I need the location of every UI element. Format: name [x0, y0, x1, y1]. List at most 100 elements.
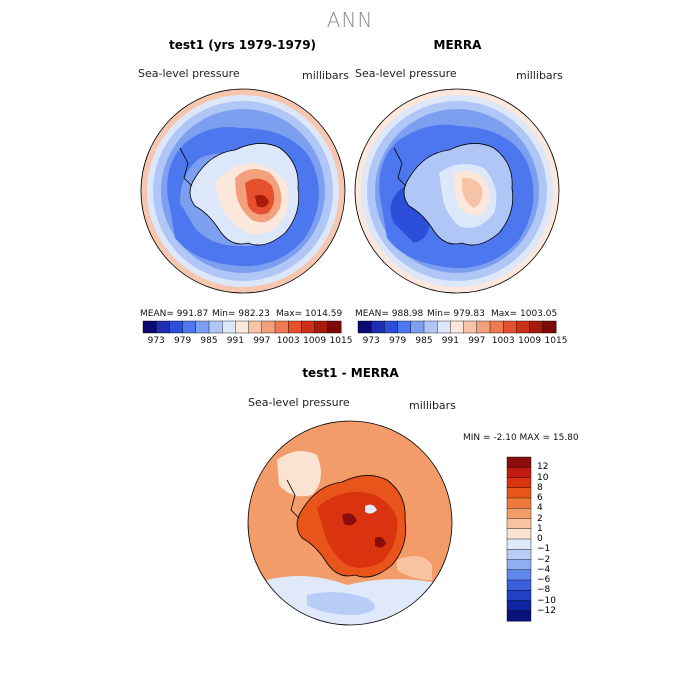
colorbar-tick-label: 1009: [303, 336, 327, 346]
colorbar-swatch: [506, 456, 532, 468]
panel1-title: test1 (yrs 1979-1979): [168, 38, 317, 52]
panel2-colorbar-ticks: 973 979 985 991 997 1003 1009 1015: [358, 336, 568, 348]
colorbar-swatch: [384, 320, 399, 334]
colorbar-swatch: [314, 320, 329, 334]
panel1-min: Min= 982.23: [212, 309, 270, 319]
panel1-units-label: millibars: [302, 69, 349, 82]
panel1-variable-label: Sea-level pressure: [138, 67, 240, 80]
colorbar-swatch: [410, 320, 425, 334]
colorbar-swatch: [506, 549, 532, 561]
colorbar-tick-label: 6: [537, 493, 543, 503]
colorbar-swatch: [542, 320, 557, 334]
colorbar-swatch: [155, 320, 170, 334]
colorbar-swatch: [506, 528, 532, 540]
colorbar-tick-label: 1015: [544, 336, 568, 346]
colorbar-tick-label: 973: [147, 336, 165, 346]
panel3-minmax: MIN = -2.10 MAX = 15.80: [463, 433, 579, 443]
colorbar-tick-label: −8: [537, 585, 551, 596]
panel1-colorbar: [142, 320, 342, 334]
colorbar-swatch: [357, 320, 372, 334]
colorbar-swatch: [221, 320, 236, 334]
colorbar-swatch: [235, 320, 250, 334]
panel2-map-border: [354, 88, 560, 294]
panel2-peninsula-coast: [393, 147, 407, 187]
panel3-light-area: [397, 556, 432, 580]
colorbar-tick-label: 8: [537, 482, 543, 493]
colorbar-swatch: [506, 590, 532, 602]
colorbar-tick-label: 1: [537, 523, 543, 534]
colorbar-swatch: [208, 320, 223, 334]
colorbar-tick-label: 4: [537, 503, 543, 514]
panel3-min-spot: [365, 504, 377, 514]
colorbar-tick-label: 1009: [518, 336, 542, 346]
colorbar-swatch: [506, 579, 532, 591]
colorbar-tick-label: 12: [537, 462, 549, 473]
colorbar-swatch: [274, 320, 289, 334]
colorbar-swatch: [423, 320, 438, 334]
colorbar-tick-label: 997: [253, 336, 271, 346]
colorbar-swatch: [506, 518, 532, 530]
colorbar-swatch: [450, 320, 465, 334]
colorbar-swatch: [476, 320, 491, 334]
colorbar-tick-label: 1003: [276, 336, 300, 346]
panel3-colorbar: [506, 456, 532, 622]
panel2-mean: MEAN= 988.98: [355, 309, 424, 319]
colorbar-swatch: [506, 538, 532, 550]
panel2-region-3: [462, 177, 483, 208]
colorbar-swatch: [506, 569, 532, 581]
colorbar-tick-label: 1003: [491, 336, 515, 346]
panel2-polar-map: [354, 88, 560, 294]
panel1-peninsula-coast: [179, 147, 193, 187]
colorbar-swatch: [516, 320, 531, 334]
colorbar-swatch: [436, 320, 451, 334]
colorbar-swatch: [489, 320, 504, 334]
colorbar-tick-label: 979: [389, 336, 407, 346]
colorbar-tick-label: 2: [537, 513, 543, 524]
panel2-max: Max= 1003.05: [491, 309, 558, 319]
colorbar-swatch: [463, 320, 478, 334]
panel2-colorbar: [357, 320, 557, 334]
colorbar-tick-label: −1: [537, 544, 551, 555]
panel2-title: MERRA: [433, 38, 482, 52]
panel2-units-label: millibars: [516, 69, 563, 82]
colorbar-swatch: [506, 508, 532, 520]
colorbar-tick-label: 985: [415, 336, 433, 346]
colorbar-swatch: [195, 320, 210, 334]
colorbar-swatch: [506, 497, 532, 509]
colorbar-tick-label: −10: [537, 595, 556, 606]
panel3-variable-label: Sea-level pressure: [248, 396, 350, 409]
colorbar-swatch: [169, 320, 184, 334]
colorbar-tick-label: 0: [537, 534, 543, 544]
panel1-region-warm4: [255, 194, 269, 208]
figure-title: ANN: [326, 8, 374, 32]
panel3-high-region: [317, 491, 398, 568]
colorbar-swatch: [506, 477, 532, 489]
panel1-polar-map: [140, 88, 346, 294]
colorbar-tick-label: 997: [468, 336, 486, 346]
colorbar-tick-label: −2: [537, 554, 551, 565]
panel3-peninsula-coast: [286, 479, 300, 519]
colorbar-tick-label: 991: [441, 336, 459, 346]
panel3-neutral-area: [277, 451, 321, 497]
colorbar-tick-label: −4: [537, 564, 551, 575]
colorbar-swatch: [506, 559, 532, 571]
colorbar-tick-label: 1015: [329, 336, 353, 346]
colorbar-tick-label: 991: [226, 336, 244, 346]
colorbar-swatch: [397, 320, 412, 334]
panel1-max: Max= 1014.59: [276, 309, 343, 319]
panel3-colorbar-ticks: 12 10 8 6 4 2 1 0 −1 −2 −4 −6 −8 −10 −12: [537, 457, 577, 621]
colorbar-tick-label: 979: [174, 336, 192, 346]
colorbar-swatch: [327, 320, 342, 334]
colorbar-swatch: [506, 467, 532, 479]
colorbar-swatch: [506, 600, 532, 612]
colorbar-swatch: [287, 320, 302, 334]
colorbar-tick-label: 10: [537, 472, 549, 483]
panel2-min: Min= 979.83: [427, 309, 485, 319]
panel3-polar-map: [247, 420, 453, 626]
colorbar-swatch: [506, 610, 532, 622]
colorbar-swatch: [506, 487, 532, 499]
colorbar-tick-label: −6: [537, 575, 551, 585]
colorbar-swatch: [142, 320, 157, 334]
colorbar-swatch: [182, 320, 197, 334]
colorbar-swatch: [529, 320, 544, 334]
